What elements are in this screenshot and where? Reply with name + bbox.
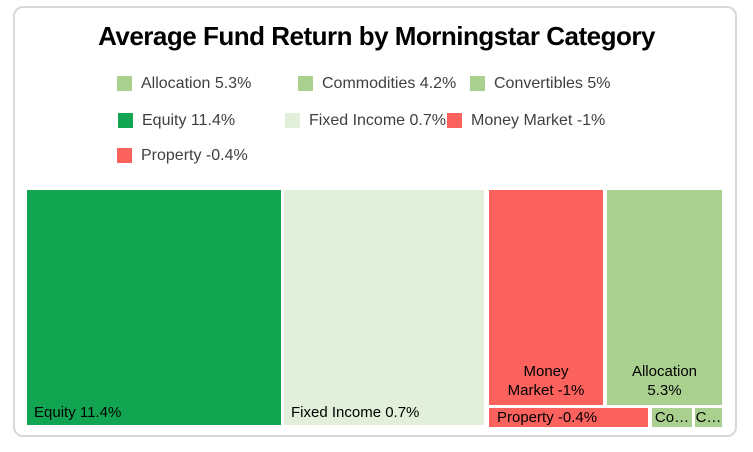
- treemap-block-property[interactable]: Property -0.4%: [489, 408, 648, 427]
- treemap-block-fixed-income[interactable]: Fixed Income 0.7%: [284, 190, 484, 425]
- legend-label: Property -0.4%: [141, 147, 248, 164]
- legend-item-commodities[interactable]: Commodities 4.2%: [298, 74, 456, 93]
- legend-item-property[interactable]: Property -0.4%: [117, 146, 248, 165]
- legend-swatch-icon: [298, 76, 313, 91]
- legend-swatch-icon: [447, 113, 462, 128]
- treemap-label-allocation: Allocation 5.3%: [631, 363, 698, 399]
- treemap-label-property: Property -0.4%: [497, 409, 598, 426]
- legend-item-allocation[interactable]: Allocation 5.3%: [117, 74, 251, 93]
- legend-item-convertibles[interactable]: Convertibles 5%: [470, 74, 611, 93]
- legend-swatch-icon: [117, 76, 132, 91]
- chart-title: Average Fund Return by Morningstar Categ…: [98, 21, 655, 51]
- legend-label: Allocation 5.3%: [141, 75, 252, 92]
- treemap-block-convertibles[interactable]: C…: [695, 408, 722, 427]
- treemap-label-fixed-income: Fixed Income 0.7%: [291, 404, 420, 421]
- treemap-label-equity: Equity 11.4%: [34, 404, 122, 421]
- legend-item-equity[interactable]: Equity 11.4%: [118, 111, 235, 130]
- legend-swatch-icon: [285, 113, 300, 128]
- legend-item-fixed-income[interactable]: Fixed Income 0.7%: [285, 111, 446, 130]
- treemap-label-convertibles: C…: [695, 409, 722, 426]
- treemap-block-allocation[interactable]: Allocation 5.3%: [607, 190, 722, 405]
- treemap-label-commodities: Co…: [654, 409, 690, 426]
- legend-label: Money Market -1%: [471, 112, 606, 129]
- legend-label: Commodities 4.2%: [322, 75, 457, 92]
- legend-swatch-icon: [118, 113, 133, 128]
- legend-label: Fixed Income 0.7%: [309, 112, 446, 129]
- legend-swatch-icon: [117, 148, 132, 163]
- treemap-block-equity[interactable]: Equity 11.4%: [27, 190, 281, 425]
- treemap-block-commodities[interactable]: Co…: [652, 408, 692, 427]
- legend-label: Equity 11.4%: [142, 112, 236, 129]
- legend-item-money-market[interactable]: Money Market -1%: [447, 111, 605, 130]
- treemap-label-money-market: Money Market -1%: [507, 363, 585, 399]
- treemap-block-money-market[interactable]: Money Market -1%: [489, 190, 603, 405]
- legend-label: Convertibles 5%: [494, 75, 611, 92]
- legend-swatch-icon: [470, 76, 485, 91]
